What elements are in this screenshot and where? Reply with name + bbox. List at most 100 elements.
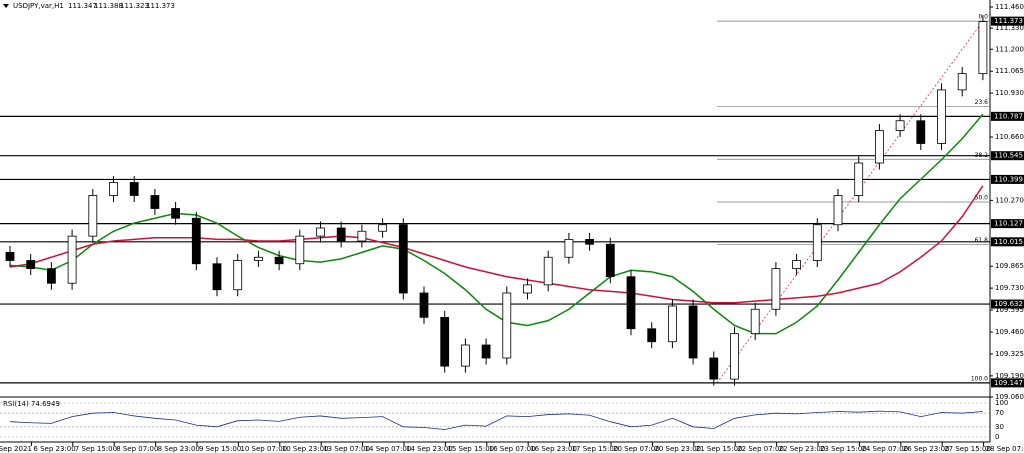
candle-body <box>295 235 305 265</box>
quote-value: 111.388 <box>94 2 123 10</box>
candle-body <box>129 182 139 196</box>
x-tick-label: 14 Sep 07:00 <box>365 445 412 453</box>
level-label: 110.787 <box>994 112 1023 120</box>
candle-body <box>419 292 429 318</box>
candle-body <box>212 263 222 291</box>
x-tick-label: 16 Sep 23:00 <box>530 445 577 453</box>
candle-body <box>750 308 760 335</box>
quote-value: 111.323 <box>120 2 149 10</box>
x-tick-label: 20 Sep 07:00 <box>613 445 660 453</box>
candle-body <box>88 195 98 237</box>
candle-body <box>605 243 615 278</box>
candle-body <box>978 21 988 75</box>
level-label: 109.632 <box>994 300 1023 308</box>
candle-body <box>253 256 263 261</box>
y-tick-label: 109.730 <box>995 284 1024 292</box>
candle-body <box>47 268 56 284</box>
y-tick-label: 109.595 <box>995 306 1024 314</box>
candle-body <box>937 89 946 144</box>
candle-body <box>709 357 719 380</box>
candle-body <box>854 162 864 196</box>
candle-body <box>150 195 160 209</box>
candle-body <box>771 268 781 310</box>
candle-body <box>916 120 926 144</box>
candle-body <box>316 227 325 237</box>
candle-body <box>233 260 243 291</box>
fib-trend <box>716 20 984 384</box>
x-tick-label: 20 Sep 23:00 <box>654 445 701 453</box>
rsi-tick-label: 0 <box>995 433 999 441</box>
level-label: 110.545 <box>994 152 1023 160</box>
candle-body <box>668 305 677 343</box>
y-tick-label: 111.330 <box>995 24 1024 32</box>
y-tick-label: 111.065 <box>995 67 1024 75</box>
y-tick-label: 109.060 <box>995 393 1024 401</box>
menu-arrow[interactable] <box>3 4 9 8</box>
y-tick-label: 109.460 <box>995 328 1024 336</box>
level-box <box>991 219 1024 229</box>
candle-body <box>688 305 698 359</box>
rsi-line <box>9 410 983 430</box>
x-tick-label: 8 Sep 23:00 <box>158 445 200 453</box>
x-tick-label: 21 Sep 15:00 <box>696 445 743 453</box>
symbol: USDJPY,var,H1 <box>13 2 64 10</box>
rsi-tick-label: 70 <box>995 409 1004 417</box>
candle-body <box>812 224 822 261</box>
level-box <box>991 111 1024 121</box>
quote-value: 111.373 <box>146 2 175 10</box>
candle-body <box>5 251 15 261</box>
x-tick-label: 23 Sep 15:00 <box>820 445 867 453</box>
level-box <box>991 237 1024 247</box>
rsi-tick-label: 100 <box>995 399 1008 407</box>
x-tick-label: 14 Sep 23:00 <box>406 445 453 453</box>
x-tick-label: 17 Sep 15:00 <box>572 445 619 453</box>
level-box <box>991 151 1024 161</box>
candle-body <box>481 344 491 359</box>
y-tick-label: 110.660 <box>995 133 1024 141</box>
y-tick-label: 109.865 <box>995 262 1024 270</box>
candle-body <box>543 256 553 286</box>
x-tick-label: 8 Sep 07:00 <box>116 445 158 453</box>
x-tick-label: 6 Sep 2021 <box>0 445 32 453</box>
candle-body <box>460 344 470 367</box>
level-box <box>991 299 1024 309</box>
level-label: 110.399 <box>994 175 1023 183</box>
candle-body <box>875 130 884 164</box>
candle-body <box>895 120 905 131</box>
x-tick-label: 24 Sep 07:00 <box>861 445 908 453</box>
candle-body <box>109 182 118 196</box>
x-tick-label: 15 Sep 15:00 <box>447 445 494 453</box>
rsi-tick-label: 30 <box>995 423 1004 431</box>
x-tick-label: 27 Sep 15:00 <box>944 445 991 453</box>
candle-body <box>792 260 801 270</box>
candle-body <box>833 195 843 226</box>
fib-label: 61.8 <box>975 237 989 244</box>
y-tick-label: 110.930 <box>995 89 1024 97</box>
x-tick-label: 22 Sep 23:00 <box>779 445 826 453</box>
price-box <box>991 16 1024 26</box>
x-tick-label: 26 Sep 23:00 <box>903 445 950 453</box>
candle-body <box>336 227 346 242</box>
fib-label: 50.0 <box>975 195 989 202</box>
price-label: 111.373 <box>994 17 1023 25</box>
candle-body <box>191 217 201 265</box>
y-tick-label: 109.190 <box>995 372 1024 380</box>
candle-body <box>67 235 77 284</box>
x-tick-label: 16 Sep 07:00 <box>489 445 536 453</box>
x-tick-label: 22 Sep 07:00 <box>737 445 784 453</box>
candle-body <box>378 224 388 232</box>
candle-body <box>26 260 36 270</box>
level-box <box>991 174 1024 184</box>
candle-body <box>957 73 967 91</box>
x-tick-label: 6 Sep 23:00 <box>33 445 75 453</box>
candle-body <box>564 238 574 258</box>
candle-body <box>523 284 532 294</box>
level-label: 109.147 <box>994 379 1023 387</box>
x-tick-label: 7 Sep 15:00 <box>75 445 117 453</box>
moving-average <box>9 185 984 304</box>
x-tick-label: 10 Sep 23:00 <box>282 445 329 453</box>
candle-body <box>440 316 450 367</box>
